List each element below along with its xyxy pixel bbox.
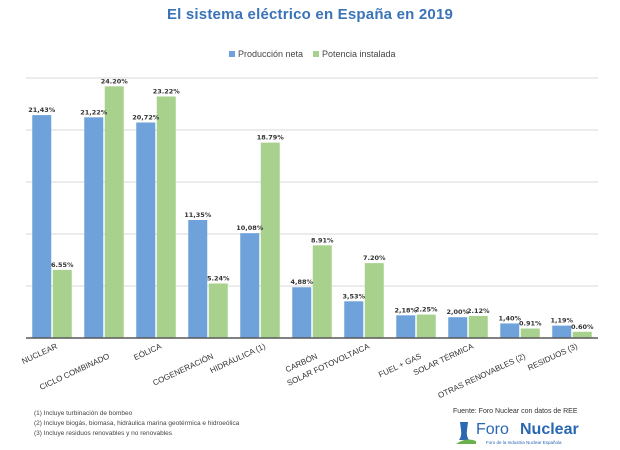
source-note: Fuente: Foro Nuclear con datos de REE: [453, 408, 578, 415]
bar-produccion: [396, 315, 416, 338]
bar-potencia: [468, 315, 488, 338]
footnote-1: (1) Incluye turbinación de bombeo: [34, 410, 133, 417]
bar-produccion: [292, 287, 312, 338]
value-label: 20,72%: [132, 114, 160, 122]
value-label: 2.25%: [415, 306, 438, 314]
chart-title: El sistema eléctrico en España en 2019: [166, 6, 454, 23]
bar-potencia: [208, 283, 228, 338]
bar-produccion: [84, 117, 104, 338]
legend: Producción neta Potencia instalada: [229, 49, 396, 59]
logo-subtitle: Foro de la Industria Nuclear Española: [486, 440, 562, 445]
footnote-2: (2) Incluye biogás, biomasa, hidráulica …: [34, 420, 240, 427]
logo-word-foro: Foro: [476, 421, 509, 438]
bar-potencia: [260, 142, 280, 338]
bars: [32, 86, 592, 339]
category-label: COGENERACIÓN: [151, 352, 215, 388]
bar-potencia: [312, 245, 332, 338]
value-label: 4,88%: [290, 278, 313, 286]
legend-label-produccion: Producción neta: [238, 49, 303, 59]
category-label: EÓLICA: [132, 341, 163, 362]
value-label: 1,40%: [498, 314, 521, 322]
bar-produccion: [240, 233, 260, 338]
bar-produccion: [552, 325, 572, 338]
value-labels: 21,43% 6.55% 21,22% 24.20% 20,72% 23.22% 11,35…: [28, 77, 594, 330]
category-label: NUCLEAR: [20, 342, 59, 366]
value-label: 21,22%: [80, 108, 108, 116]
value-label: 24.20%: [101, 77, 129, 85]
bar-produccion: [32, 115, 52, 339]
value-label: 3,53%: [342, 292, 365, 300]
foro-nuclear-logo: Foro Nuclear Foro de la Industria Nuclea…: [456, 420, 616, 448]
value-label: 0.91%: [519, 320, 542, 328]
value-label: 2.12%: [467, 307, 490, 315]
legend-swatch-potencia: [313, 51, 319, 57]
value-label: 11,35%: [184, 211, 212, 219]
bar-produccion: [448, 317, 468, 338]
value-label: 1,19%: [550, 317, 573, 325]
value-label: 21,43%: [28, 106, 56, 114]
footnote-3: (3) Incluye residuos renovables y no ren…: [34, 430, 173, 437]
value-label: 0.60%: [571, 323, 594, 331]
value-label: 5.24%: [207, 275, 230, 283]
bar-potencia: [520, 328, 540, 338]
category-label: HIDRÁULICA (1): [209, 342, 267, 376]
bar-potencia: [52, 269, 72, 338]
bar-produccion: [344, 301, 364, 338]
value-label: 8.91%: [311, 236, 334, 244]
value-label: 10,08%: [236, 224, 264, 232]
bar-produccion: [500, 323, 520, 338]
value-label: 7.20%: [363, 254, 386, 262]
bar-produccion: [188, 219, 208, 338]
cooling-tower-icon: [456, 422, 476, 444]
bar-potencia: [572, 331, 592, 338]
bar-potencia: [104, 86, 124, 338]
value-label: 18.79%: [257, 134, 285, 142]
footnotes: (1) Incluye turbinación de bombeo (2) In…: [34, 409, 239, 439]
legend-swatch-produccion: [229, 51, 235, 57]
category-label: RESIDUOS (3): [526, 342, 579, 373]
bar-potencia: [156, 96, 176, 339]
bar-potencia: [364, 263, 384, 338]
logo-word-nuclear: Nuclear: [520, 421, 579, 438]
bar-produccion: [136, 122, 156, 339]
bar-potencia: [416, 314, 436, 338]
value-label: 6.55%: [51, 261, 74, 269]
category-label: CICLO COMBINADO: [38, 352, 111, 392]
value-label: 2,18%: [394, 306, 417, 314]
gridlines: [26, 77, 598, 287]
legend-label-potencia: Potencia instalada: [322, 49, 396, 59]
value-label: 23.22%: [153, 88, 181, 96]
value-label: 2,00%: [446, 308, 469, 316]
